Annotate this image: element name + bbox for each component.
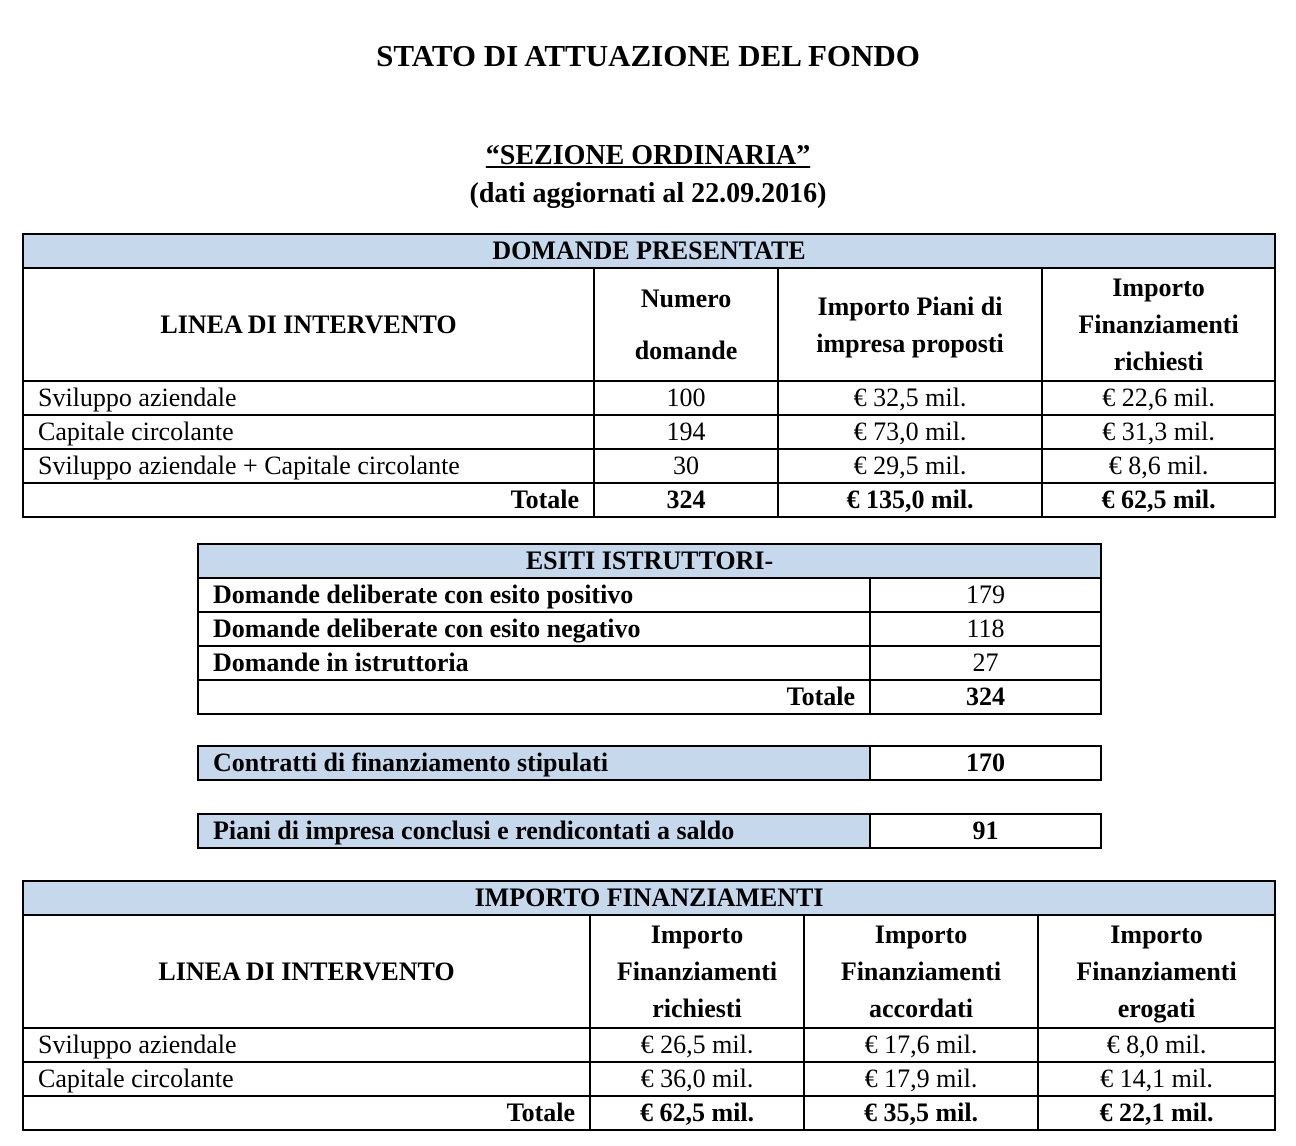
cell: Sviluppo aziendale <box>22 1027 591 1063</box>
table-row: Domande in istruttoria 27 <box>197 645 1102 681</box>
cell: € 8,0 mil. <box>1036 1027 1277 1063</box>
cell: 324 <box>593 482 779 518</box>
cell: Capitale circolante <box>22 1061 591 1097</box>
cell: Domande deliberate con esito positivo <box>197 577 871 613</box>
contratti-table: Contratti di finanziamento stipulati 170 <box>197 745 1102 781</box>
cell: Capitale circolante <box>22 414 595 450</box>
cell: 30 <box>593 448 779 484</box>
cell: 179 <box>869 577 1102 613</box>
table-row: Domande deliberate con esito negativo 11… <box>197 611 1102 647</box>
total-row: Totale 324 € 135,0 mil. € 62,5 mil. <box>22 482 1277 518</box>
total-row: Totale 324 <box>197 679 1102 715</box>
cell: € 32,5 mil. <box>777 380 1043 416</box>
importo-finanziamenti-table: IMPORTO FINANZIAMENTI LINEA DI INTERVENT… <box>21 880 1277 1131</box>
cell: € 26,5 mil. <box>589 1027 805 1063</box>
table-row: Domande deliberate con esito positivo 17… <box>197 577 1102 613</box>
contratti-label: Contratti di finanziamento stipulati <box>197 745 871 781</box>
cell: Sviluppo aziendale <box>22 380 595 416</box>
cell: Domande deliberate con esito negativo <box>197 611 871 647</box>
contratti-value: 170 <box>869 745 1102 781</box>
table-row: Sviluppo aziendale € 26,5 mil. € 17,6 mi… <box>22 1027 1277 1063</box>
column-header: LINEA DI INTERVENTO <box>22 914 591 1029</box>
cell: € 35,5 mil. <box>803 1095 1039 1131</box>
cell: € 62,5 mil. <box>1040 482 1277 518</box>
cell: € 29,5 mil. <box>777 448 1043 484</box>
piani-table: Piani di impresa conclusi e rendicontati… <box>197 813 1102 849</box>
column-header: Numero domande <box>593 267 779 382</box>
cell: 118 <box>869 611 1102 647</box>
cell: 100 <box>593 380 779 416</box>
cell: Domande in istruttoria <box>197 645 871 681</box>
table-row: Sviluppo aziendale 100 € 32,5 mil. € 22,… <box>22 380 1277 416</box>
piani-label: Piani di impresa conclusi e rendicontati… <box>197 813 871 849</box>
cell: € 14,1 mil. <box>1036 1061 1277 1097</box>
column-header: Importo Piani di impresa proposti <box>777 267 1043 382</box>
table-heading: DOMANDE PRESENTATE <box>21 233 1277 269</box>
table-row: Capitale circolante 194 € 73,0 mil. € 31… <box>22 414 1277 450</box>
column-header: LINEA DI INTERVENTO <box>22 267 595 382</box>
cell: 324 <box>869 679 1102 715</box>
total-label: Totale <box>22 1095 591 1131</box>
document-title: STATO DI ATTUAZIONE DEL FONDO <box>376 38 920 73</box>
cell: € 8,6 mil. <box>1040 448 1277 484</box>
update-date: (dati aggiornati al 22.09.2016) <box>469 178 827 209</box>
cell: 27 <box>869 645 1102 681</box>
table-heading: ESITI ISTRUTTORI- <box>197 543 1102 579</box>
total-label: Totale <box>22 482 595 518</box>
domande-presentate-table: DOMANDE PRESENTATE LINEA DI INTERVENTO N… <box>21 233 1277 518</box>
cell: € 62,5 mil. <box>589 1095 805 1131</box>
column-header: Importo Finanziamenti accordati <box>803 914 1039 1029</box>
cell: € 31,3 mil. <box>1040 414 1277 450</box>
piani-value: 91 <box>869 813 1102 849</box>
table-row: Capitale circolante € 36,0 mil. € 17,9 m… <box>22 1061 1277 1097</box>
cell: € 22,6 mil. <box>1040 380 1277 416</box>
total-row: Totale € 62,5 mil. € 35,5 mil. € 22,1 mi… <box>22 1095 1277 1131</box>
esiti-istruttori-table: ESITI ISTRUTTORI- Domande deliberate con… <box>197 543 1102 715</box>
cell: € 17,9 mil. <box>803 1061 1039 1097</box>
cell: € 17,6 mil. <box>803 1027 1039 1063</box>
cell: 194 <box>593 414 779 450</box>
cell: Sviluppo aziendale + Capitale circolante <box>22 448 595 484</box>
table-heading: IMPORTO FINANZIAMENTI <box>21 880 1277 916</box>
cell: € 135,0 mil. <box>777 482 1043 518</box>
column-header: Importo Finanziamenti richiesti <box>589 914 805 1029</box>
column-header: Importo Finanziamenti richiesti <box>1040 267 1277 382</box>
cell: € 36,0 mil. <box>589 1061 805 1097</box>
column-header: Importo Finanziamenti erogati <box>1036 914 1277 1029</box>
cell: € 22,1 mil. <box>1036 1095 1277 1131</box>
section-title: “SEZIONE ORDINARIA” <box>485 140 811 171</box>
total-label: Totale <box>197 679 871 715</box>
cell: € 73,0 mil. <box>777 414 1043 450</box>
table-row: Sviluppo aziendale + Capitale circolante… <box>22 448 1277 484</box>
